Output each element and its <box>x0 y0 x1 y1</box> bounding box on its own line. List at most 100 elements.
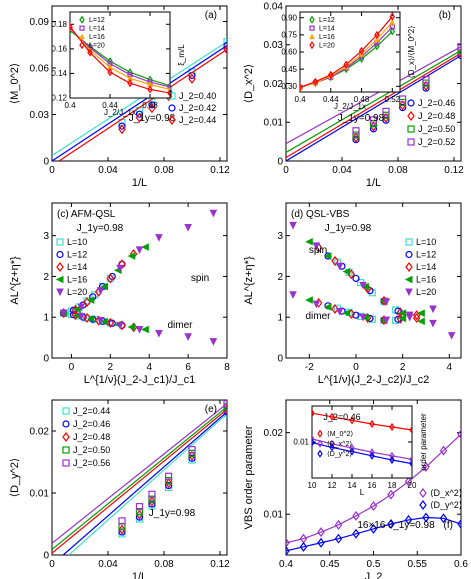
data-point <box>389 455 395 465</box>
dimer-point <box>116 321 124 330</box>
legend-marker <box>62 432 70 442</box>
legend-marker <box>62 420 70 428</box>
x-axis-label: 1/L <box>132 177 147 189</box>
x-tick-label: 0.4 <box>64 101 76 110</box>
x-tick-label: 14 <box>348 481 357 490</box>
legend-marker <box>407 111 415 121</box>
panel-label: (a) <box>205 10 217 21</box>
dimer-point <box>398 314 407 323</box>
data-point <box>188 450 196 461</box>
legend-label: J_2=0.44 <box>73 406 110 416</box>
data-point <box>349 416 355 425</box>
x-tick-label: 0 <box>283 165 289 176</box>
legend-label: L=16 <box>67 275 87 285</box>
data-point <box>223 400 227 408</box>
series-1 <box>286 512 461 555</box>
legend-label: L=16 <box>89 34 105 41</box>
data-point <box>352 528 360 539</box>
spin-point <box>342 267 351 276</box>
fit-line <box>286 55 461 161</box>
dimer-point <box>305 296 313 304</box>
data-point <box>422 461 430 472</box>
data-point <box>389 12 396 21</box>
y-tick-label: 0.01 <box>264 510 284 521</box>
data-point <box>148 490 156 498</box>
data-point <box>404 476 413 487</box>
data-point <box>422 84 430 92</box>
spin-point <box>184 223 192 232</box>
y-tick-label: 3 <box>43 231 49 242</box>
inset-bg <box>70 12 170 98</box>
legend-label: L=14 <box>67 262 87 272</box>
x-axis-label: 1/L <box>132 571 147 579</box>
series-0 <box>312 409 412 435</box>
data-point <box>422 76 430 84</box>
panel-label: (f) <box>444 520 453 531</box>
data-point <box>389 27 396 36</box>
fit-line <box>58 48 227 161</box>
data-point <box>457 429 461 440</box>
spin-point <box>359 281 367 290</box>
legend-marker <box>79 33 85 40</box>
y-tick-label: 0.12 <box>51 94 67 103</box>
data-point <box>374 30 380 39</box>
x-tick-label: 0.5 <box>367 559 381 570</box>
legend-label: J_2=0.56 <box>73 458 110 468</box>
x-tick-label: 2 <box>400 362 406 373</box>
spin-label: spin <box>191 273 209 284</box>
x-tick-label: 16 <box>368 481 377 490</box>
legend-marker <box>405 250 413 259</box>
dimer-point <box>100 317 108 326</box>
spin-point <box>106 273 115 284</box>
y-tick-label: 0 <box>277 156 283 167</box>
data-point <box>165 481 173 490</box>
y-tick-label: 0.02 <box>264 428 284 439</box>
data-point <box>165 477 173 485</box>
legend-label: ⟨M_0^2⟩ <box>327 430 354 438</box>
data-point <box>87 48 93 57</box>
data-point <box>457 43 461 51</box>
data-point <box>399 103 407 112</box>
plot-frame <box>51 5 228 162</box>
data-point <box>167 89 170 98</box>
dimer-point <box>312 300 321 309</box>
dimer-point <box>83 313 91 324</box>
spin-point <box>396 307 405 318</box>
legend-label: L=14 <box>89 26 105 33</box>
annotation: 16×16 J_1y=0.98 <box>357 520 435 531</box>
legend-marker <box>168 115 176 125</box>
fit-line <box>52 403 227 544</box>
legend-label: L=10 <box>416 237 436 247</box>
dimer-point <box>155 330 163 338</box>
legend-marker <box>56 262 64 272</box>
spin-point <box>155 234 163 242</box>
legend-label: J_2=0.52 <box>418 137 455 147</box>
legend-label: J_2=0.50 <box>73 445 110 455</box>
data-point <box>118 122 126 130</box>
spin-point <box>312 242 321 250</box>
data-point <box>329 412 335 421</box>
plot-frame <box>285 202 462 359</box>
data-point <box>369 419 375 429</box>
data-point <box>167 84 170 90</box>
legend-label: L=20 <box>319 43 335 50</box>
y-axis-label: ⟨D_y^2⟩ <box>9 458 21 497</box>
y-tick-label: 0.04 <box>264 1 284 12</box>
legend-marker <box>56 250 64 259</box>
data-point <box>118 524 126 535</box>
series-line <box>70 29 170 87</box>
data-point <box>352 510 360 521</box>
data-point <box>312 434 315 444</box>
panel-d: -2 0 2 4 0 1 2 3 L^{1/ν}(J_2-J_c2)/J_c2 AL^{z+η*}… <box>243 202 462 386</box>
data-point <box>352 132 360 143</box>
y-axis-label: VBS order parameter <box>243 425 255 529</box>
series-line <box>312 442 412 465</box>
fit-line <box>286 52 461 159</box>
data-point <box>312 438 315 447</box>
y-tick-label: 0.03 <box>264 40 284 51</box>
panel-f: 0.4 0.45 0.5 0.55 0.6 0.01 0.02 J_2 VBS order pa… <box>243 399 468 579</box>
legend-marker <box>62 459 70 467</box>
dimer-point <box>77 312 85 321</box>
data-point <box>328 70 334 79</box>
